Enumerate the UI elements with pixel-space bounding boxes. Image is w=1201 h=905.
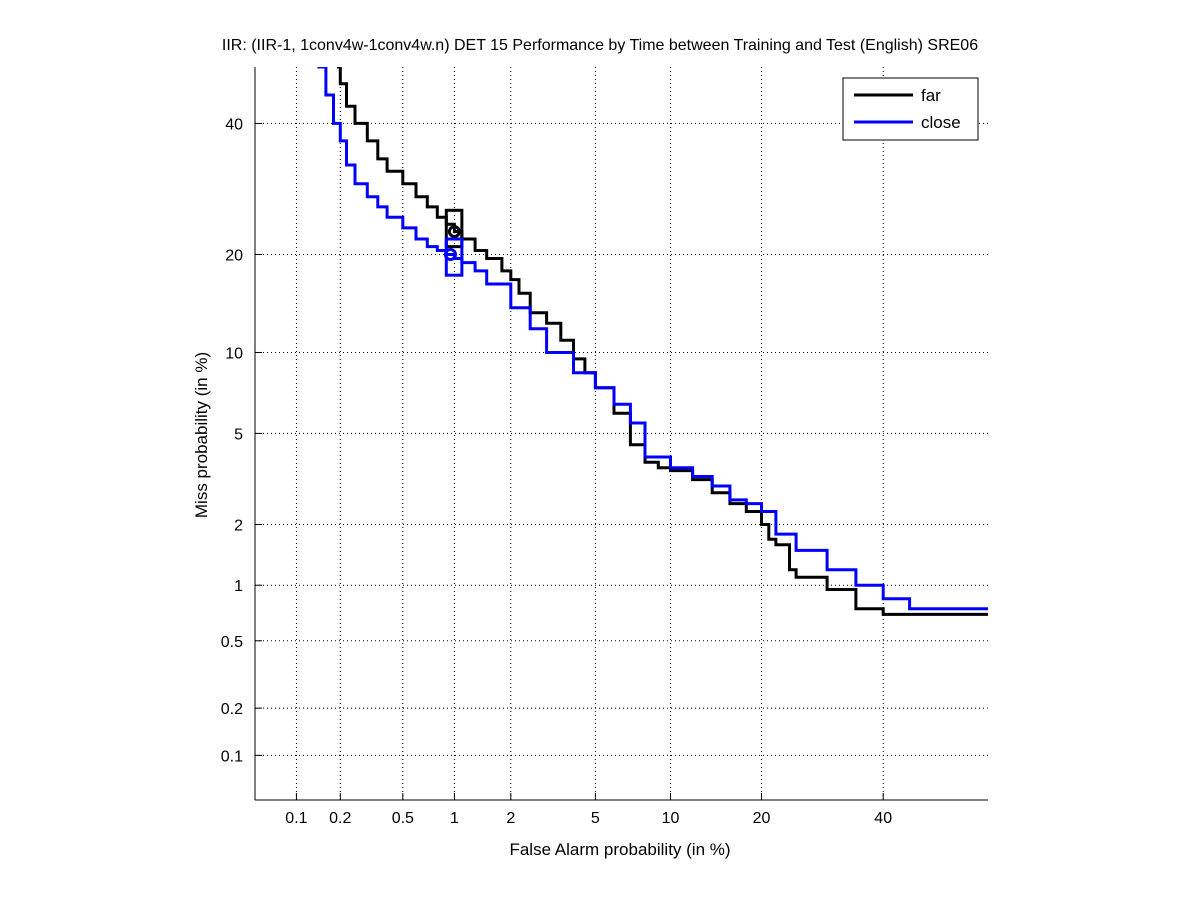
x-tick-label: 0.1 bbox=[285, 810, 307, 827]
marker-layer bbox=[443, 208, 464, 277]
y-axis-label: Miss probability (in %) bbox=[192, 352, 211, 518]
y-tick-label: 5 bbox=[234, 426, 243, 443]
y-tick-label: 0.1 bbox=[221, 748, 243, 765]
series-line-far bbox=[337, 67, 988, 616]
grid-layer bbox=[255, 67, 988, 800]
x-tick-label: 1 bbox=[450, 810, 459, 827]
marker-box-close bbox=[444, 237, 464, 277]
y-tick-label: 20 bbox=[225, 247, 243, 264]
axes-layer: 0.1 0.2 0.5 1 2 5 10 20 40 0.1 0.2 0.5 1 2 5 10 20 40 bbox=[221, 67, 988, 827]
x-tick-label: 40 bbox=[874, 810, 892, 827]
marker-box-far bbox=[444, 208, 464, 249]
y-tick-label: 1 bbox=[234, 578, 243, 595]
y-tick-label: 2 bbox=[234, 517, 243, 534]
legend-label-close: close bbox=[921, 113, 961, 132]
marker-circle-far bbox=[447, 225, 461, 239]
series-line-close bbox=[317, 67, 988, 611]
series-layer bbox=[317, 67, 988, 616]
x-tick-label: 2 bbox=[506, 810, 515, 827]
x-axis-label: False Alarm probability (in %) bbox=[509, 840, 730, 859]
legend-label-far: far bbox=[921, 86, 941, 105]
x-tick-label: 5 bbox=[591, 810, 600, 827]
y-tick-label: 40 bbox=[225, 116, 243, 133]
y-tick-label: 0.2 bbox=[221, 701, 243, 718]
x-tick-label: 0.2 bbox=[329, 810, 351, 827]
legend: far close bbox=[842, 77, 979, 141]
y-tick-label: 0.5 bbox=[221, 634, 243, 651]
legend-box bbox=[842, 77, 979, 141]
chart-title: IIR: (IIR-1, 1conv4w-1conv4w.n) DET 15 P… bbox=[222, 37, 978, 54]
x-tick-label: 20 bbox=[753, 810, 771, 827]
x-tick-label: 0.5 bbox=[392, 810, 414, 827]
x-tick-label: 10 bbox=[662, 810, 680, 827]
y-tick-label: 10 bbox=[225, 345, 243, 362]
